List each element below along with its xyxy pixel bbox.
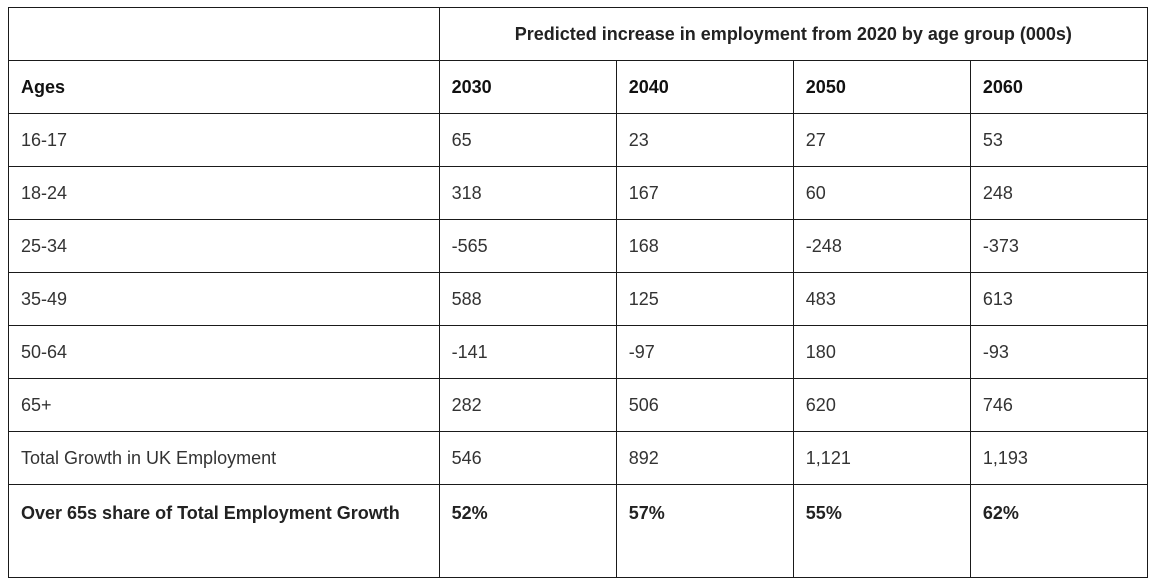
cell-value: 506 — [615, 378, 794, 432]
empty-corner-cell — [8, 7, 440, 61]
table-row: 65+ 282 506 620 746 — [8, 378, 1149, 432]
cell-value: 620 — [792, 378, 971, 432]
cell-value: 1,121 — [792, 431, 971, 485]
cell-value: -141 — [438, 325, 617, 379]
year-header: 2040 — [615, 60, 794, 114]
row-label: 16-17 — [8, 113, 440, 167]
row-label: Total Growth in UK Employment — [8, 431, 440, 485]
cell-value: 282 — [438, 378, 617, 432]
row-label: 50-64 — [8, 325, 440, 379]
row-label: 18-24 — [8, 166, 440, 220]
employment-table: Predicted increase in employment from 20… — [8, 7, 1149, 578]
cell-value: 1,193 — [969, 431, 1149, 485]
cell-value: 746 — [969, 378, 1149, 432]
cell-value: 892 — [615, 431, 794, 485]
year-header: 2050 — [792, 60, 971, 114]
table-title: Predicted increase in employment from 20… — [438, 7, 1149, 61]
cell-value: 180 — [792, 325, 971, 379]
row-label: 35-49 — [8, 272, 440, 326]
row-label: 25-34 — [8, 219, 440, 273]
table-title-row: Predicted increase in employment from 20… — [8, 7, 1149, 61]
cell-value: 65 — [438, 113, 617, 167]
row-label: Over 65s share of Total Employment Growt… — [8, 484, 440, 578]
cell-value: 23 — [615, 113, 794, 167]
cell-value: 125 — [615, 272, 794, 326]
table-row: 50-64 -141 -97 180 -93 — [8, 325, 1149, 379]
cell-value: 248 — [969, 166, 1149, 220]
cell-value: -565 — [438, 219, 617, 273]
row-label: 65+ — [8, 378, 440, 432]
ages-header: Ages — [8, 60, 440, 114]
year-header: 2030 — [438, 60, 617, 114]
table-row-share: Over 65s share of Total Employment Growt… — [8, 484, 1149, 578]
table-row-total: Total Growth in UK Employment 546 892 1,… — [8, 431, 1149, 485]
cell-value: 53 — [969, 113, 1149, 167]
table-row: 18-24 318 167 60 248 — [8, 166, 1149, 220]
cell-value: 613 — [969, 272, 1149, 326]
cell-value: -97 — [615, 325, 794, 379]
cell-value: 57% — [615, 484, 794, 578]
year-header: 2060 — [969, 60, 1149, 114]
cell-value: 52% — [438, 484, 617, 578]
cell-value: -373 — [969, 219, 1149, 273]
table-row: 25-34 -565 168 -248 -373 — [8, 219, 1149, 273]
cell-value: 167 — [615, 166, 794, 220]
table-header-row: Ages 2030 2040 2050 2060 — [8, 60, 1149, 114]
cell-value: 27 — [792, 113, 971, 167]
table-row: 16-17 65 23 27 53 — [8, 113, 1149, 167]
cell-value: 318 — [438, 166, 617, 220]
cell-value: 60 — [792, 166, 971, 220]
cell-value: -248 — [792, 219, 971, 273]
table-row: 35-49 588 125 483 613 — [8, 272, 1149, 326]
cell-value: -93 — [969, 325, 1149, 379]
cell-value: 168 — [615, 219, 794, 273]
cell-value: 62% — [969, 484, 1149, 578]
cell-value: 483 — [792, 272, 971, 326]
cell-value: 588 — [438, 272, 617, 326]
cell-value: 546 — [438, 431, 617, 485]
cell-value: 55% — [792, 484, 971, 578]
